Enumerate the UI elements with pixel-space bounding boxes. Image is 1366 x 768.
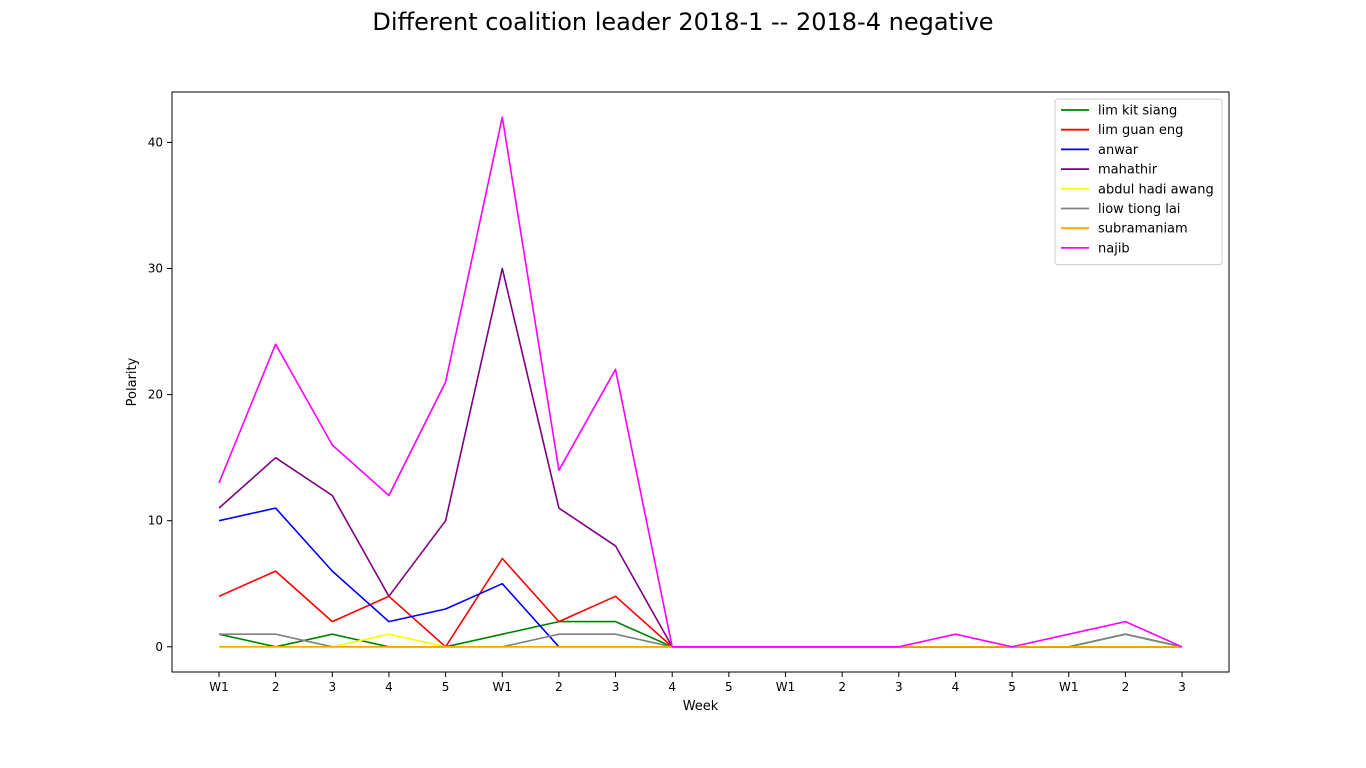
x-tick-label: 4	[385, 680, 393, 694]
x-tick-label: 5	[1008, 680, 1016, 694]
series-line-najib	[218, 116, 1183, 648]
x-tick-label: 2	[838, 680, 846, 694]
x-tick-label: W1	[1059, 680, 1079, 694]
x-tick-label: 3	[612, 680, 620, 694]
x-tick-label: 3	[1178, 680, 1186, 694]
legend-item-label: liow tiong lai	[1098, 202, 1180, 217]
x-tick-label: 4	[668, 680, 676, 694]
y-tick-label: 30	[148, 262, 163, 276]
chart-title: Different coalition leader 2018-1 -- 201…	[372, 8, 994, 36]
legend-item-label: najib	[1098, 241, 1130, 256]
legend: lim kit siang lim guan eng anwar mahathir ab…	[1054, 98, 1223, 266]
plot-frame	[171, 91, 1230, 673]
legend-item-label: subramaniam	[1098, 222, 1188, 237]
x-tick-label: 2	[555, 680, 563, 694]
series-line-anwar	[218, 507, 1182, 648]
x-tick-label: 5	[725, 680, 733, 694]
legend-item-label: lim guan eng	[1098, 123, 1183, 138]
x-tick-label: 3	[328, 680, 336, 694]
x-tick-label: W1	[209, 680, 229, 694]
x-tick-label: 2	[1122, 680, 1130, 694]
x-axis: W1 2 3 4 5 W1 2 3 4 5 W1 2 3 4 5 W1 2 3	[209, 672, 1186, 694]
x-tick-label: 5	[442, 680, 450, 694]
legend-item-label: mahathir	[1098, 163, 1158, 178]
x-tick-label: 2	[272, 680, 280, 694]
series-layer	[218, 116, 1183, 648]
x-axis-label: Week	[683, 699, 719, 714]
series-line-lim-kit-siang	[218, 620, 1183, 648]
y-tick-label: 10	[148, 514, 163, 528]
y-axis-label: Polarity	[125, 357, 140, 406]
y-axis: 0 10 20 30 40	[148, 135, 172, 654]
legend-box	[1054, 98, 1223, 266]
series-line-mahathir	[218, 267, 1182, 648]
x-tick-label: 3	[895, 680, 903, 694]
series-line-lim-guan-eng	[218, 557, 1182, 648]
y-tick-label: 20	[148, 388, 163, 402]
x-tick-label: 4	[952, 680, 960, 694]
y-tick-label: 40	[148, 135, 163, 149]
legend-item-label: abdul hadi awang	[1098, 182, 1214, 197]
legend-item-label: anwar	[1098, 143, 1139, 158]
y-tick-label: 0	[155, 640, 163, 654]
x-tick-label: W1	[776, 680, 796, 694]
legend-item-label: lim kit siang	[1098, 104, 1177, 119]
x-tick-label: W1	[493, 680, 513, 694]
